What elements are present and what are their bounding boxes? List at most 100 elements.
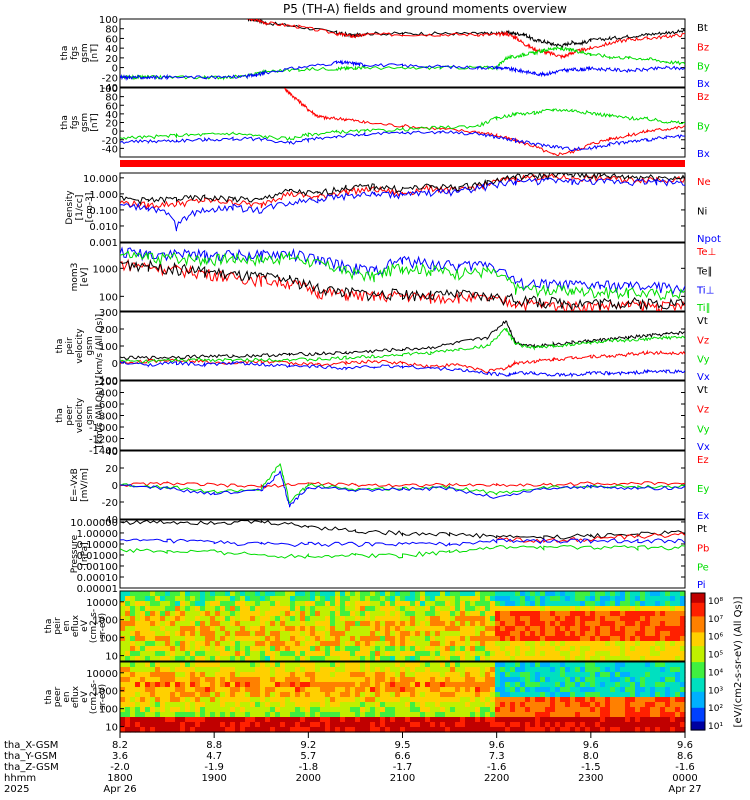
spectrogram-cell [620,621,626,627]
spectrogram-cell [440,707,446,713]
y-axis-label: thafgsgsm[nT] [60,113,100,132]
y-axis-label-line: [eV] [80,268,90,287]
spectrogram-cell [215,727,221,733]
spectrogram-cell [520,601,526,607]
series-line-Ti⊥ [120,246,685,296]
spectrogram-cell [165,631,171,637]
spectrogram-cell [580,677,586,683]
spectrogram-cell [655,707,661,713]
spectrogram-cell [330,641,336,647]
spectrogram-cell [680,722,686,728]
spectrogram-cell [385,702,391,708]
spectrogram-cell [615,611,621,617]
spectrogram-cell [125,616,131,622]
spectrogram-cell [595,616,601,622]
spectrogram-cell [305,692,311,698]
spectrogram-cell [445,707,451,713]
spectrogram-cell [545,727,551,733]
spectrogram-cell [445,646,451,652]
spectrogram-cell [315,621,321,627]
spectrogram-cell [480,672,486,678]
spectrogram-cell [210,621,216,627]
spectrogram-cell [240,591,246,597]
spectrogram-cell [440,662,446,668]
colorbar-cell [691,672,705,676]
spectrogram-cell [215,631,221,637]
spectrogram-cell [385,651,391,657]
spectrogram-cell [225,717,231,723]
spectrogram-cell [315,656,321,662]
spectrogram-cell [565,677,571,683]
spectrogram-cell [675,702,681,708]
spectrogram-cell [305,662,311,668]
spectrogram-cell [660,667,666,673]
spectrogram-cell [490,621,496,627]
spectrogram-cell [165,636,171,642]
spectrogram-cell [270,717,276,723]
spectrogram-cell [120,702,126,708]
spectrogram-cell [420,717,426,723]
spectrogram-cell [535,656,541,662]
spectrogram-cell [465,651,471,657]
hhmm-value: 2100 [390,773,415,784]
spectrogram-cell [390,717,396,723]
spectrogram-cell [630,596,636,602]
spectrogram-cell [130,636,136,642]
spectrogram-cell [510,712,516,718]
spectrogram-cell [185,591,191,597]
spectrogram-cell [180,601,186,607]
spectrogram-cell [160,611,166,617]
spectrogram-cell [250,601,256,607]
spectrogram-cell [575,646,581,652]
spectrogram-cell [380,722,386,728]
spectrogram-cell [395,667,401,673]
spectrogram-cell [305,722,311,728]
spectrogram-cell [215,636,221,642]
spectrogram-cell [195,692,201,698]
spectrogram-cell [430,707,436,713]
spectrogram-cell [425,712,431,718]
spectrogram-cell [345,692,351,698]
spectrogram-cell [200,651,206,657]
spectrogram-cell [280,616,286,622]
spectrogram-cell [675,626,681,632]
spectrogram-cell [405,712,411,718]
spectrogram-cell [235,641,241,647]
spectrogram-cell [400,702,406,708]
spectrogram-cell [180,697,186,703]
spectrogram-cell [670,621,676,627]
spectrogram-cell [645,692,651,698]
spectrogram-cell [315,641,321,647]
spectrogram-cell [545,712,551,718]
spectrogram-cell [185,621,191,627]
spectrogram-cell [200,677,206,683]
spectrogram-cell [550,722,556,728]
spectrogram-cell [505,631,511,637]
spectrogram-cell [275,702,281,708]
spectrogram-cell [615,641,621,647]
spectrogram-cell [530,626,536,632]
spectrogram-cell [265,636,271,642]
spectrogram-cell [280,601,286,607]
spectrogram-cell [635,722,641,728]
spectrogram-cell [155,591,161,597]
spectrogram-cell [345,646,351,652]
y-tick-label: -200 [95,377,118,388]
spectrogram-cell [270,662,276,668]
y-axis-label-line: velocity [75,328,85,364]
spectrogram-cell [195,606,201,612]
spectrogram-cell [640,611,646,617]
spectrogram-cell [130,631,136,637]
spectrogram-cell [220,692,226,698]
spectrogram-cell [635,712,641,718]
spectrogram-cell [605,591,611,597]
spectrogram-cell [475,591,481,597]
spectrogram-cell [375,697,381,703]
spectrogram-cell [135,727,141,733]
spectrogram-cell [405,656,411,662]
spectrogram-cell [560,722,566,728]
spectrogram-cell [260,596,266,602]
legend-label-Vt: Vt [697,316,708,327]
spectrogram-cell [560,636,566,642]
